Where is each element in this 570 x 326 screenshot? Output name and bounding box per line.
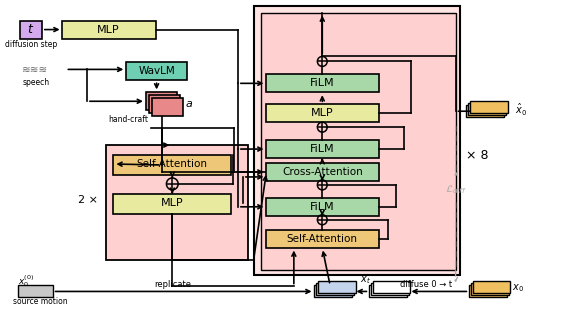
Bar — [266, 74, 379, 92]
Bar — [149, 95, 180, 113]
Text: FiLM: FiLM — [310, 202, 335, 212]
Text: $t$: $t$ — [27, 23, 35, 36]
Text: WavLM: WavLM — [139, 67, 175, 76]
Bar — [470, 101, 507, 113]
Text: $x_0^{(0)}$: $x_0^{(0)}$ — [18, 274, 35, 289]
Text: MLP: MLP — [97, 24, 120, 35]
Text: $\hat{x}_0$: $\hat{x}_0$ — [515, 102, 527, 118]
Text: $a$: $a$ — [185, 99, 193, 109]
Text: speech: speech — [22, 78, 50, 87]
Text: diffusion step: diffusion step — [5, 40, 57, 49]
Text: replicate: replicate — [154, 280, 191, 289]
Bar — [266, 140, 379, 158]
Bar — [473, 281, 511, 293]
Bar — [266, 163, 379, 181]
Text: $x_0$: $x_0$ — [512, 283, 524, 294]
Text: Self-Attention: Self-Attention — [287, 234, 358, 244]
Bar — [254, 6, 459, 274]
Bar — [319, 281, 356, 293]
Bar — [126, 63, 187, 80]
Text: FiLM: FiLM — [310, 78, 335, 88]
Text: diffuse 0 → t: diffuse 0 → t — [400, 280, 452, 289]
Bar — [21, 21, 42, 38]
Bar — [471, 284, 508, 295]
Text: source motion: source motion — [13, 297, 67, 306]
Bar — [266, 198, 379, 216]
Bar — [113, 155, 231, 175]
Bar — [369, 286, 406, 297]
Text: hand-craft: hand-craft — [108, 115, 149, 124]
Bar — [315, 286, 352, 297]
Bar — [371, 284, 409, 295]
Text: $x_t$: $x_t$ — [360, 274, 371, 287]
Bar — [266, 230, 379, 248]
Bar — [373, 281, 410, 293]
Text: MLP: MLP — [161, 198, 184, 208]
Bar — [113, 194, 231, 214]
Bar — [18, 286, 52, 297]
Text: × 8: × 8 — [466, 149, 488, 162]
Text: FiLM: FiLM — [310, 144, 335, 154]
Text: MLP: MLP — [311, 108, 333, 118]
Bar — [469, 286, 507, 297]
Bar — [146, 92, 177, 110]
Bar — [469, 103, 506, 115]
Text: $\mathcal{L}_{diff}$: $\mathcal{L}_{diff}$ — [445, 184, 467, 196]
Text: 2 ×: 2 × — [78, 195, 98, 205]
Bar — [152, 98, 183, 116]
Bar — [266, 104, 379, 122]
Text: ≋≋≋: ≋≋≋ — [22, 65, 48, 74]
Bar — [63, 21, 156, 38]
Text: Cross-Attention: Cross-Attention — [282, 167, 363, 177]
Bar — [262, 13, 455, 270]
Bar — [466, 105, 504, 117]
Bar — [316, 284, 353, 295]
Text: Self-Attention: Self-Attention — [137, 159, 208, 169]
Bar — [105, 145, 248, 259]
